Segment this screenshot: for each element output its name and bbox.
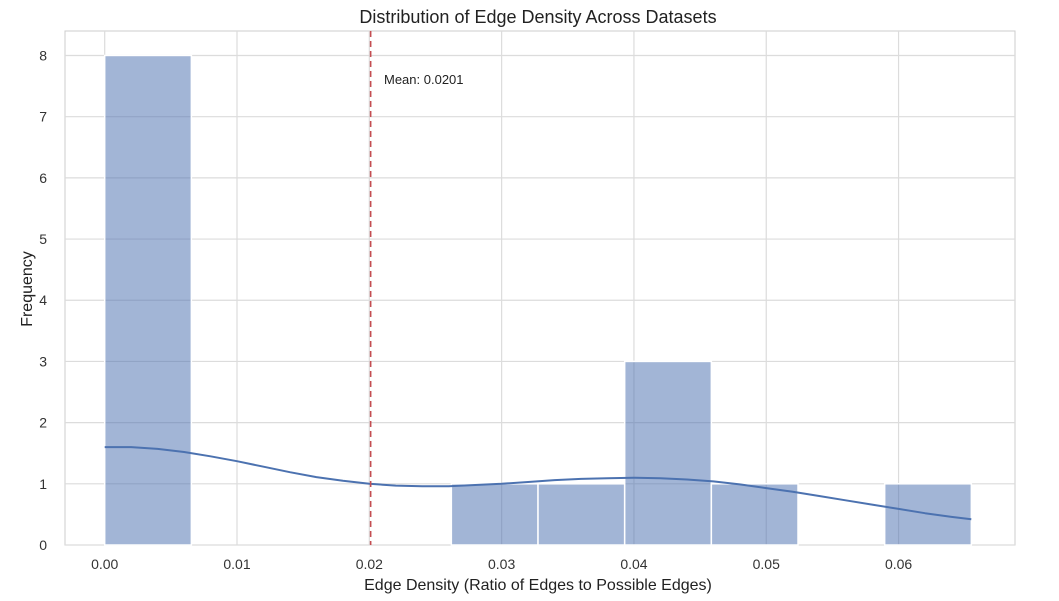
x-axis-title: Edge Density (Ratio of Edges to Possible… [364,577,712,594]
y-tick-labels: 0 1 2 3 4 5 6 7 8 [39,47,47,553]
x-tick-label: 0.00 [91,556,118,572]
y-tick-label: 4 [39,292,47,308]
x-tick-label: 0.04 [620,556,647,572]
y-tick-label: 7 [39,109,47,125]
y-tick-label: 5 [39,231,47,247]
y-tick-label: 8 [39,47,47,63]
y-tick-label: 1 [39,476,47,492]
x-tick-labels: 0.00 0.01 0.02 0.03 0.04 0.05 0.06 [91,556,912,572]
chart-title: Distribution of Edge Density Across Data… [359,7,716,27]
histogram-bar [710,483,799,546]
y-tick-label: 2 [39,415,47,431]
mean-annotation: Mean: 0.0201 [384,72,464,87]
kde-curve-group [104,446,972,521]
histogram-bar [537,483,626,546]
histogram-bar [450,483,539,546]
x-tick-label: 0.02 [356,556,383,572]
kde-curve [104,446,972,521]
y-tick-label: 3 [39,353,47,369]
histogram-bar [103,54,193,546]
y-tick-label: 6 [39,170,47,186]
plot-frame [64,30,1016,546]
histogram-bar [623,360,713,546]
y-axis-title: Frequency [19,251,36,327]
x-tick-label: 0.03 [488,556,515,572]
y-tick-label: 0 [39,537,47,553]
x-tick-label: 0.01 [223,556,250,572]
histogram-bars [103,54,973,546]
x-tick-label: 0.05 [753,556,780,572]
x-tick-label: 0.06 [885,556,912,572]
grid-lines [64,30,1016,546]
